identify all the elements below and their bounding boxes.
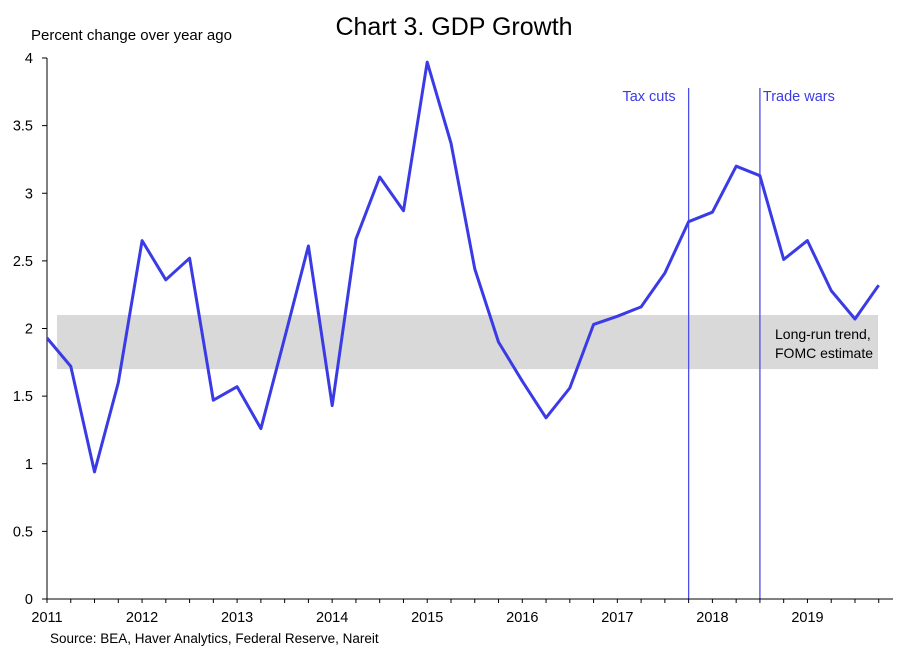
- y-tick-label: 3: [25, 186, 33, 202]
- x-tick-label: 2016: [506, 610, 538, 626]
- band-label-line-2: FOMC estimate: [775, 345, 873, 361]
- y-tick-label: 2: [25, 322, 33, 338]
- event-label-0: Tax cuts: [622, 89, 675, 105]
- x-tick-label: 2019: [791, 610, 823, 626]
- x-tick-label: 2011: [31, 610, 62, 626]
- y-tick-label: 2.5: [13, 254, 33, 270]
- long-run-trend-band: [57, 314, 878, 370]
- x-tick-label: 2018: [696, 610, 728, 626]
- chart-title: Chart 3. GDP Growth: [335, 13, 572, 41]
- x-tick-label: 2017: [601, 610, 633, 626]
- y-tick-label: 0: [25, 592, 33, 608]
- y-tick-label: 1.5: [13, 389, 33, 405]
- y-tick-label: 4: [25, 51, 33, 67]
- band-label-line-1: Long-run trend,: [775, 326, 871, 342]
- y-tick-label: 3.5: [13, 119, 33, 135]
- event-label-1: Trade wars: [763, 89, 835, 105]
- x-tick-label: 2013: [221, 610, 253, 626]
- x-tick-label: 2012: [126, 610, 158, 626]
- y-axis-label: Percent change over year ago: [31, 27, 232, 44]
- y-tick-label: 1: [25, 457, 33, 473]
- x-tick-label: 2015: [411, 610, 443, 626]
- gdp-growth-line: [45, 60, 880, 474]
- y-tick-label: 0.5: [13, 524, 33, 540]
- x-tick-label: 2014: [316, 610, 348, 626]
- source-note: Source: BEA, Haver Analytics, Federal Re…: [50, 631, 379, 646]
